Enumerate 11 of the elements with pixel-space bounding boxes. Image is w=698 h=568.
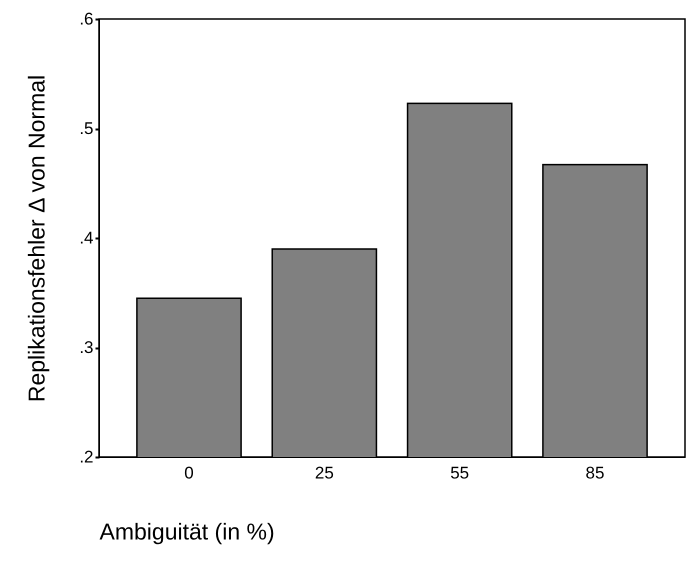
x-tick-label: 25 (314, 464, 334, 482)
y-tick-label: .5 (79, 119, 94, 138)
y-tick-label: .4 (79, 228, 94, 248)
y-axis-title: Replikationsfehler Δ von Normal (23, 74, 50, 402)
x-axis-title: Ambiguität (in %) (100, 518, 275, 544)
x-tick-label: 55 (450, 464, 470, 482)
y-tick-label: .2 (79, 448, 94, 466)
x-tick-label: 0 (184, 464, 194, 482)
x-tick-label: 85 (586, 464, 604, 482)
y-tick-label: .6 (79, 10, 94, 28)
y-tick-label: .3 (79, 338, 94, 357)
